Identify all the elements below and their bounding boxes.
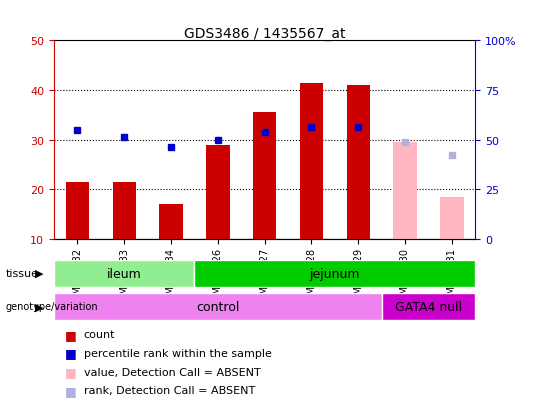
Text: GDS3486 / 1435567_at: GDS3486 / 1435567_at (184, 27, 346, 41)
Text: ■: ■ (65, 328, 77, 341)
Text: GATA4 null: GATA4 null (395, 300, 462, 313)
Text: ileum: ileum (107, 267, 141, 280)
FancyBboxPatch shape (382, 293, 475, 320)
FancyBboxPatch shape (194, 260, 475, 287)
Text: count: count (84, 330, 115, 339)
Bar (440, 197, 463, 240)
Text: ■: ■ (65, 384, 77, 397)
Text: rank, Detection Call = ABSENT: rank, Detection Call = ABSENT (84, 385, 255, 395)
Text: ■: ■ (65, 347, 77, 360)
Bar (300, 83, 323, 240)
Text: jejunum: jejunum (309, 267, 360, 280)
FancyBboxPatch shape (54, 293, 382, 320)
Text: ■: ■ (65, 365, 77, 378)
Text: ▶: ▶ (35, 301, 44, 311)
Bar (253, 113, 276, 240)
Bar (66, 183, 89, 240)
Bar (159, 205, 183, 240)
Bar (206, 145, 230, 240)
Text: genotype/variation: genotype/variation (5, 301, 98, 311)
Text: ▶: ▶ (35, 268, 44, 278)
FancyBboxPatch shape (54, 260, 194, 287)
Bar (347, 86, 370, 240)
Text: percentile rank within the sample: percentile rank within the sample (84, 348, 272, 358)
Bar (112, 183, 136, 240)
Text: tissue: tissue (5, 268, 38, 278)
Text: control: control (196, 300, 239, 313)
Text: value, Detection Call = ABSENT: value, Detection Call = ABSENT (84, 367, 260, 377)
Bar (393, 143, 417, 240)
